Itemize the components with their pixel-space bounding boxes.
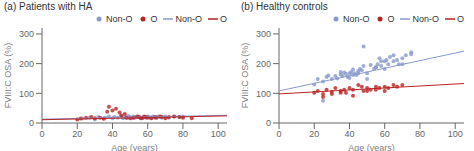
svg-text:100: 100: [211, 129, 226, 139]
html-text:Non-O: Non-O: [105, 13, 133, 24]
html-text:O: O: [457, 13, 464, 24]
svg-text:200: 200: [256, 59, 271, 69]
svg-text:0: 0: [29, 118, 34, 128]
html-text:Non-O: Non-O: [342, 13, 370, 24]
svg-text:80: 80: [415, 129, 425, 139]
svg-text:0: 0: [39, 129, 44, 139]
svg-text:0: 0: [276, 129, 281, 139]
svg-text:40: 40: [344, 129, 354, 139]
html-text:Non-O: Non-O: [412, 13, 439, 24]
html-text:O: O: [220, 13, 227, 24]
html-text:Non-O: Non-O: [175, 13, 202, 24]
html-text:O: O: [387, 13, 395, 24]
svg-text:Age (years): Age (years): [111, 143, 158, 151]
svg-text:FVIII:C OSA (%): FVIII:C OSA (%): [8, 43, 13, 109]
svg-text:300: 300: [256, 29, 271, 39]
svg-text:FVIII:C OSA (%): FVIII:C OSA (%): [240, 43, 250, 109]
svg-text:40: 40: [107, 129, 117, 139]
svg-text:60: 60: [380, 129, 390, 139]
svg-text:300: 300: [19, 29, 34, 39]
svg-text:20: 20: [309, 129, 319, 139]
svg-text:60: 60: [143, 129, 153, 139]
svg-text:200: 200: [19, 59, 34, 69]
svg-text:20: 20: [72, 129, 82, 139]
svg-text:100: 100: [256, 89, 271, 99]
svg-text:100: 100: [19, 89, 34, 99]
html-text:(a) Patients with HA: (a) Patients with HA: [4, 1, 93, 12]
svg-text:Age (years): Age (years): [348, 143, 395, 151]
svg-text:0: 0: [266, 118, 271, 128]
html-text:(b) Healthy controls: (b) Healthy controls: [241, 1, 328, 12]
html-text:O: O: [150, 13, 158, 24]
svg-text:100: 100: [448, 129, 463, 139]
svg-text:80: 80: [178, 129, 188, 139]
